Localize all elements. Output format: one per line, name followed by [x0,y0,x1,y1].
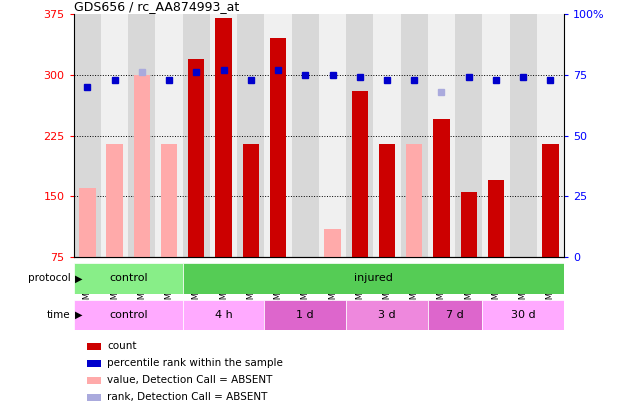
Text: 30 d: 30 d [511,310,535,320]
Bar [542,144,559,257]
Text: 3 d: 3 d [378,310,395,320]
Text: ▶: ▶ [75,310,83,320]
Text: GDS656 / rc_AA874993_at: GDS656 / rc_AA874993_at [74,0,239,13]
Bar [106,144,123,257]
Bar [101,14,128,257]
Bar [265,300,346,330]
Bar [183,300,265,330]
Bar [183,14,210,257]
Bar [460,192,477,257]
Bar [482,300,564,330]
Bar [346,14,373,257]
Bar [74,300,183,330]
Bar [237,14,265,257]
Bar [183,263,564,294]
Text: protocol: protocol [28,273,71,283]
Bar [134,75,150,257]
Text: value, Detection Call = ABSENT: value, Detection Call = ABSENT [107,375,272,385]
Text: 1 d: 1 d [297,310,314,320]
Text: percentile rank within the sample: percentile rank within the sample [107,358,283,368]
Bar [265,14,292,257]
Bar [406,144,422,257]
Bar [210,14,237,257]
Bar [433,119,450,257]
Bar [155,14,183,257]
Text: rank, Detection Call = ABSENT: rank, Detection Call = ABSENT [107,392,267,402]
Bar [455,14,483,257]
Bar [488,180,504,257]
Text: control: control [109,310,147,320]
Bar [428,300,482,330]
Text: 4 h: 4 h [215,310,233,320]
Bar [243,144,259,257]
Bar [324,229,341,257]
Bar [428,14,455,257]
Bar [270,38,286,257]
Bar [292,14,319,257]
Bar [319,14,346,257]
Bar [379,144,395,257]
Bar [128,14,155,257]
Text: count: count [107,341,137,351]
Bar [510,14,537,257]
Bar [401,14,428,257]
Bar [215,18,232,257]
Text: time: time [47,310,71,320]
Text: ▶: ▶ [75,273,83,283]
Bar [483,14,510,257]
Bar [188,59,204,257]
Bar [346,300,428,330]
Bar [79,188,96,257]
Bar [351,91,368,257]
Bar [537,14,564,257]
Text: injured: injured [354,273,393,283]
Bar [74,263,183,294]
Text: control: control [109,273,147,283]
Text: 7 d: 7 d [446,310,464,320]
Bar [74,14,101,257]
Bar [373,14,401,257]
Bar [161,144,178,257]
